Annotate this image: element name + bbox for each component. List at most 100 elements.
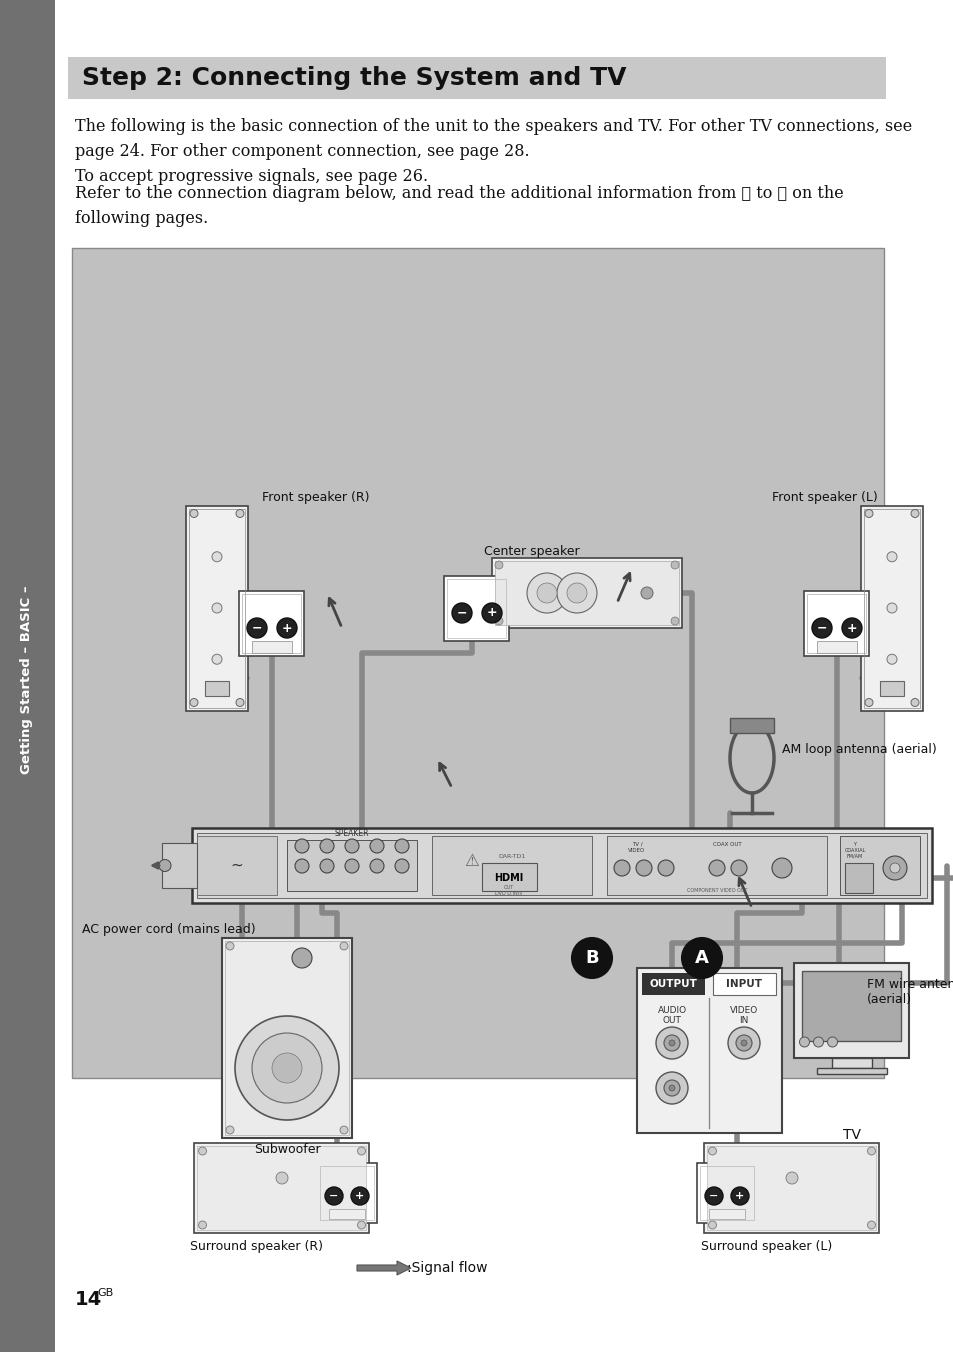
Circle shape xyxy=(813,1037,822,1046)
Text: AC power cord (mains lead): AC power cord (mains lead) xyxy=(82,923,255,936)
Text: GB: GB xyxy=(97,1288,113,1298)
Circle shape xyxy=(339,942,348,950)
Circle shape xyxy=(357,1221,365,1229)
Circle shape xyxy=(730,860,746,876)
Text: COAX OUT: COAX OUT xyxy=(712,842,740,846)
Text: AM loop antenna (aerial): AM loop antenna (aerial) xyxy=(781,744,936,756)
Bar xyxy=(0,0,55,1352)
Text: Getting Started – BASIC –: Getting Started – BASIC – xyxy=(20,585,33,775)
Bar xyxy=(838,1028,854,1038)
Bar xyxy=(840,836,919,895)
Circle shape xyxy=(557,573,597,612)
Bar xyxy=(794,963,908,1059)
Text: INPUT: INPUT xyxy=(725,979,761,990)
Bar xyxy=(189,508,245,707)
Circle shape xyxy=(681,938,721,977)
Bar xyxy=(242,594,301,653)
Circle shape xyxy=(799,1037,809,1046)
Circle shape xyxy=(826,1037,837,1046)
Text: +: + xyxy=(735,1191,744,1201)
Circle shape xyxy=(235,510,244,518)
Bar xyxy=(831,1059,871,1068)
Text: B: B xyxy=(584,949,598,967)
Circle shape xyxy=(235,699,244,707)
Circle shape xyxy=(811,618,831,638)
Bar xyxy=(637,968,781,1133)
Bar xyxy=(319,1165,374,1220)
Circle shape xyxy=(740,1040,746,1046)
Circle shape xyxy=(704,1187,722,1205)
Bar xyxy=(444,576,509,641)
Circle shape xyxy=(727,1028,760,1059)
Text: COMPONENT VIDEO OUT: COMPONENT VIDEO OUT xyxy=(686,887,746,892)
Bar xyxy=(816,1068,886,1073)
Circle shape xyxy=(198,1221,206,1229)
Bar xyxy=(707,1146,876,1230)
Text: A: A xyxy=(695,949,708,967)
Circle shape xyxy=(864,699,872,707)
Text: Surround speaker (R): Surround speaker (R) xyxy=(191,1240,323,1253)
Circle shape xyxy=(663,1036,679,1051)
Bar xyxy=(197,1146,366,1230)
Bar xyxy=(492,558,681,627)
Circle shape xyxy=(537,583,557,603)
Bar xyxy=(481,863,537,891)
Bar xyxy=(806,594,865,653)
Text: −: − xyxy=(709,1191,718,1201)
Bar xyxy=(186,506,248,711)
Circle shape xyxy=(226,1126,233,1134)
Circle shape xyxy=(886,654,896,664)
Circle shape xyxy=(234,1015,338,1119)
Circle shape xyxy=(495,617,502,625)
Text: Y
COAXIAL
FM/AM: Y COAXIAL FM/AM xyxy=(843,842,864,859)
Circle shape xyxy=(357,1146,365,1155)
Bar xyxy=(729,718,773,733)
Circle shape xyxy=(395,859,409,873)
Circle shape xyxy=(190,510,198,518)
Text: ⚠: ⚠ xyxy=(464,852,479,869)
Circle shape xyxy=(159,860,171,872)
Circle shape xyxy=(708,1146,716,1155)
Circle shape xyxy=(882,856,906,880)
Circle shape xyxy=(735,1036,751,1051)
Circle shape xyxy=(886,603,896,612)
Circle shape xyxy=(294,840,309,853)
Bar xyxy=(697,1163,757,1224)
Bar xyxy=(432,836,592,895)
Circle shape xyxy=(866,1221,875,1229)
Bar xyxy=(708,1209,744,1220)
Bar xyxy=(71,247,883,1078)
Circle shape xyxy=(345,840,358,853)
Text: −: − xyxy=(252,622,262,634)
Text: +: + xyxy=(281,622,292,634)
Circle shape xyxy=(771,859,791,877)
Circle shape xyxy=(656,1028,687,1059)
Circle shape xyxy=(481,603,501,623)
Bar xyxy=(162,844,196,888)
Circle shape xyxy=(212,654,222,664)
Circle shape xyxy=(339,1126,348,1134)
Circle shape xyxy=(636,860,651,876)
Text: OUTPUT: OUTPUT xyxy=(648,979,697,990)
Bar xyxy=(447,579,506,638)
Circle shape xyxy=(319,840,334,853)
Bar xyxy=(225,941,349,1134)
Text: −: − xyxy=(456,607,467,619)
Bar xyxy=(68,57,885,99)
Text: TV: TV xyxy=(842,1128,861,1142)
Text: AUDIO
OUT: AUDIO OUT xyxy=(657,1006,686,1025)
Circle shape xyxy=(345,859,358,873)
Circle shape xyxy=(212,552,222,561)
Bar xyxy=(196,833,926,898)
Bar xyxy=(495,561,679,625)
Circle shape xyxy=(212,603,222,612)
Bar xyxy=(712,973,775,995)
Circle shape xyxy=(886,552,896,561)
Circle shape xyxy=(841,618,862,638)
Circle shape xyxy=(670,561,679,569)
Circle shape xyxy=(614,860,629,876)
Circle shape xyxy=(275,1172,288,1184)
FancyArrow shape xyxy=(356,1261,411,1275)
Bar xyxy=(196,836,276,895)
Circle shape xyxy=(668,1040,675,1046)
